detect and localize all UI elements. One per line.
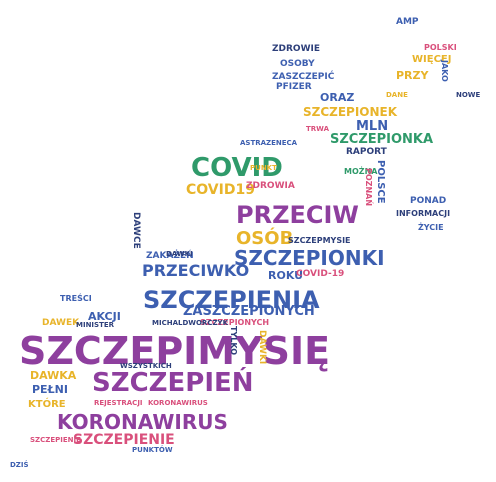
word-koronawirus: KORONAWIRUS bbox=[57, 410, 228, 434]
word-zdrowia: ZDROWIA bbox=[246, 181, 295, 191]
word-szczepionka: SZCZEPIONKA bbox=[330, 132, 434, 147]
word-osob: OSÓB bbox=[236, 228, 294, 249]
word-covid19: COVID19 bbox=[186, 182, 255, 198]
word-minister: MINISTER bbox=[76, 321, 115, 329]
word-roku: ROKU bbox=[268, 269, 304, 282]
word-szczepimysie: SZCZEPIMYSIĘ bbox=[19, 329, 331, 373]
word-nowe: NOWE bbox=[456, 91, 481, 99]
word-polsce: POLSCE bbox=[375, 160, 386, 204]
word-dane: DANE bbox=[386, 91, 408, 99]
word-przeciw: PRZECIW bbox=[236, 201, 359, 229]
word-przeciwko: PRZECIWKO bbox=[142, 261, 250, 280]
word-dawka: DAWKA bbox=[30, 369, 77, 382]
word-dawki-1: DAWKI bbox=[166, 250, 193, 258]
word-osoby: OSOBY bbox=[280, 59, 315, 69]
word-szczepienie-small: SZCZEPIENIE bbox=[30, 436, 81, 444]
word-covid-19: COVID-19 bbox=[296, 269, 345, 279]
word-dawki-2: DAWKI bbox=[257, 330, 267, 365]
word-koronawirus-small: KORONAWIRUS bbox=[148, 399, 208, 407]
word-punktow: PUNKTÓW bbox=[132, 446, 173, 454]
word-informacji: INFORMACJI bbox=[396, 209, 451, 218]
word-zycie: ŻYCIE bbox=[418, 223, 444, 232]
word-szczepionek: SZCZEPIONEK bbox=[303, 105, 398, 119]
word-zdrowie: ZDROWIE bbox=[272, 44, 321, 54]
word-dzis: DZIŚ bbox=[10, 461, 29, 469]
word-polski: POLSKI bbox=[424, 43, 457, 52]
word-szczepionych: SZCZEPIONYCH bbox=[200, 318, 270, 327]
word-covid: COVID bbox=[191, 153, 283, 183]
word-szczepienia: SZCZEPIENIA bbox=[143, 286, 320, 314]
word-szczepmysie: SZCZEPMYSIE bbox=[288, 236, 351, 245]
word-jako: JAKO bbox=[440, 60, 449, 82]
word-ktore: KTÓRE bbox=[28, 399, 66, 410]
word-wiecej: WIĘCEJ bbox=[412, 54, 452, 65]
word-szczepienie: SZCZEPIENIE bbox=[73, 432, 175, 448]
word-pfizer: PFIZER bbox=[276, 82, 312, 92]
word-szczepien: SZCZEPIEŃ bbox=[92, 368, 254, 398]
word-mozna: MOŻNA bbox=[344, 167, 378, 176]
word-zaszczepionych: ZASZCZEPIONYCH bbox=[183, 304, 315, 319]
word-astrazeneca: ASTRAZENECA bbox=[240, 139, 298, 147]
word-dawek: DAWEK bbox=[42, 318, 80, 328]
word-przy: PRZY bbox=[396, 69, 429, 82]
word-pelni: PEŁNI bbox=[32, 383, 68, 396]
word-oraz: ORAZ bbox=[320, 91, 355, 104]
word-zakazen: ZAKAŻEŃ bbox=[146, 251, 194, 261]
word-szczepionki: SZCZEPIONKI bbox=[234, 246, 385, 270]
word-ponad: PONAD bbox=[410, 196, 447, 206]
word-trwa: TRWA bbox=[306, 125, 329, 133]
word-pozna: POZNAŃ bbox=[364, 168, 373, 207]
word-wszystkich: WSZYSTKICH bbox=[120, 362, 172, 370]
word-mln: MLN bbox=[356, 119, 389, 134]
word-raport: RAPORT bbox=[346, 147, 387, 157]
word-zaszczepic: ZASZCZEPIĆ bbox=[272, 72, 335, 82]
word-tresci: TREŚCI bbox=[60, 294, 92, 303]
word-amp: AMP bbox=[396, 17, 419, 27]
word-dawce: DAWCE bbox=[131, 212, 141, 249]
word-michal: MICHALDWORCZYK bbox=[152, 319, 229, 327]
word-rejestracji: REJESTRACJI bbox=[94, 399, 143, 407]
word-tylko: TYLKO bbox=[229, 326, 238, 355]
word-punkt: PUNKT bbox=[250, 164, 277, 172]
word-akcji: AKCJI bbox=[88, 310, 121, 323]
